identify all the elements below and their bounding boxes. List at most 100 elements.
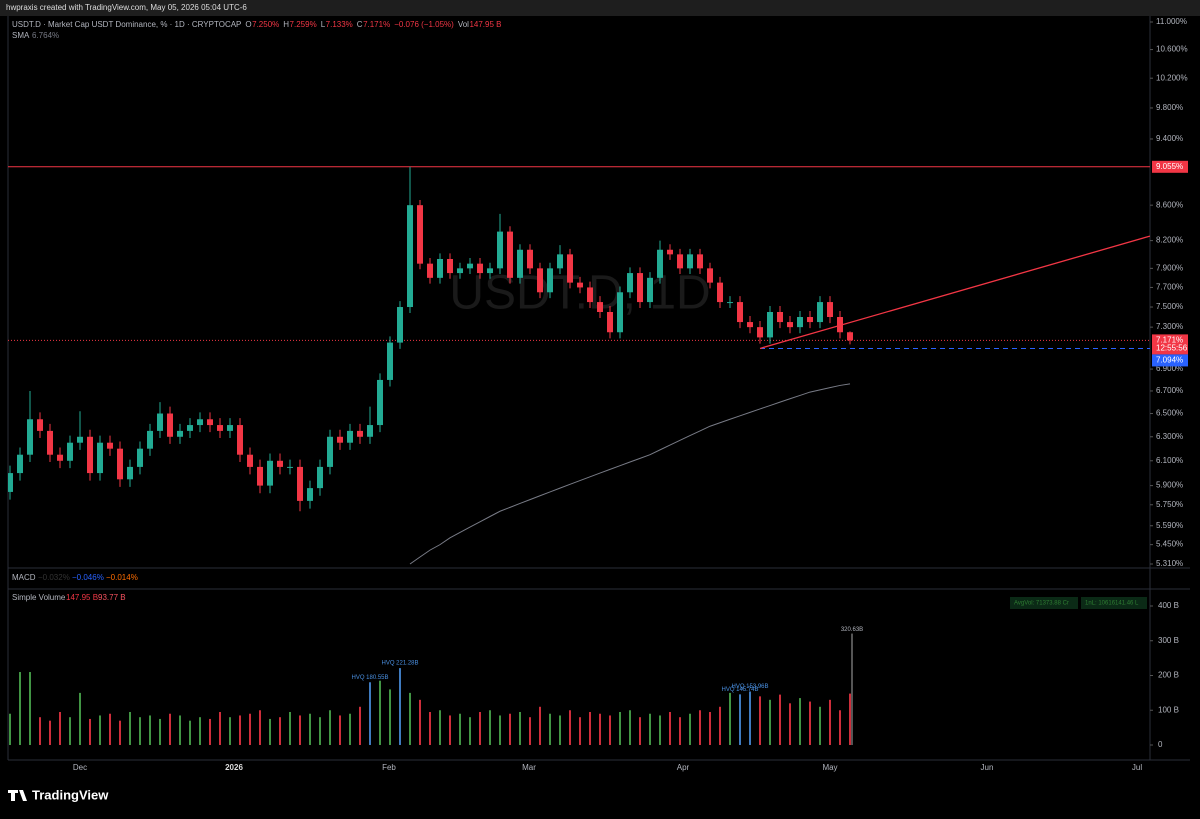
- candle-body: [47, 430, 53, 455]
- volume-bar: [329, 710, 331, 745]
- candle-body: [107, 442, 113, 449]
- volume-bar: [29, 672, 31, 745]
- volume-bar: [639, 717, 641, 745]
- volume-bar: [359, 706, 361, 745]
- volume-bar: [649, 713, 651, 745]
- volume-bar: [89, 718, 91, 745]
- volume-bar: [519, 711, 521, 745]
- volume-bar: [629, 710, 631, 745]
- volume-bar: [819, 706, 821, 745]
- y-tick-label: 5.750%: [1156, 500, 1183, 509]
- footer: [0, 780, 1200, 814]
- volume-ma: 93.77 B: [98, 593, 126, 602]
- volume-bar: [79, 692, 81, 745]
- volume-bar: [279, 717, 281, 745]
- volume-bar: [399, 668, 401, 745]
- volume-bar: [829, 699, 831, 745]
- candle-body: [97, 442, 103, 474]
- volume-bar: [369, 682, 371, 745]
- legend-text: 7.133%: [326, 20, 353, 29]
- candle-body: [197, 419, 203, 426]
- volume-bar: [139, 717, 141, 745]
- candle-body: [407, 205, 413, 308]
- sma-value: 6.764%: [32, 31, 59, 40]
- resistance-tag: 9.055%: [1156, 162, 1183, 171]
- volume-bar: [539, 706, 541, 745]
- legend-text: 147.95 B: [469, 20, 501, 29]
- time-label: 2026: [225, 763, 243, 772]
- volume-bar: [499, 715, 501, 745]
- volume-label: HVQ 153.96B: [731, 684, 768, 690]
- top-bar: [0, 0, 1200, 16]
- y-tick-label: 6.900%: [1156, 364, 1183, 373]
- time-label: Feb: [382, 763, 396, 772]
- volume-bar: [9, 713, 11, 745]
- volume-bar: [799, 698, 801, 745]
- volume-bar: [669, 711, 671, 745]
- legend-text: Vol: [458, 20, 469, 29]
- candle-body: [177, 430, 183, 437]
- volume-bar: [659, 715, 661, 745]
- candle-body: [137, 448, 143, 467]
- logo: [8, 790, 27, 801]
- volume-bar: [389, 689, 391, 745]
- volume-bar: [779, 694, 781, 745]
- y-tick-label: 10.200%: [1156, 73, 1188, 82]
- candle-body: [777, 311, 783, 323]
- support-tag-bg: [1152, 354, 1188, 367]
- candle-body: [8, 473, 13, 492]
- volume-bar: [449, 715, 451, 745]
- y-tick-label: 5.900%: [1156, 481, 1183, 490]
- volume-bar: [259, 710, 261, 745]
- volume-bar: [99, 715, 101, 745]
- volume-bar: [299, 715, 301, 745]
- macd-name: MACD: [12, 573, 36, 582]
- y-tick-label: 7.500%: [1156, 302, 1183, 311]
- volume-bar: [479, 711, 481, 745]
- candle-body: [827, 302, 833, 318]
- volume-bar: [159, 718, 161, 745]
- legend-text: 7.250%: [252, 20, 279, 29]
- candle-body: [317, 466, 323, 489]
- volume-peak-bar: [851, 633, 853, 745]
- legend-text: USDT.D · Market Cap USDT Dominance, % · …: [12, 20, 241, 29]
- volume-bar: [459, 713, 461, 745]
- volume-bar: [739, 694, 741, 745]
- candle-body: [247, 454, 253, 467]
- volume-bar: [269, 718, 271, 745]
- candle-body: [167, 413, 173, 437]
- y-tick-label: 6.300%: [1156, 432, 1183, 441]
- volume-bar: [529, 717, 531, 745]
- candle-body: [747, 322, 753, 328]
- candle-body: [797, 317, 803, 328]
- volume-bar: [59, 711, 61, 745]
- y-tick-label: 11.000%: [1156, 17, 1187, 26]
- volume-peak-label: 320.63B: [841, 627, 863, 633]
- volume-bar: [169, 713, 171, 745]
- volume-bar: [749, 691, 751, 745]
- volume-bar: [469, 717, 471, 745]
- candle-body: [117, 448, 123, 480]
- time-label: May: [822, 763, 837, 772]
- candle-body: [237, 425, 243, 455]
- volume-bar: [559, 715, 561, 745]
- brand: TradingView: [32, 787, 109, 802]
- volume-bar: [109, 713, 111, 745]
- legend-text: C: [357, 20, 363, 29]
- volume-bar: [509, 713, 511, 745]
- candle-body: [457, 268, 463, 274]
- time-label: Jun: [981, 763, 994, 772]
- y-tick-label: 7.300%: [1156, 322, 1183, 331]
- candle-body: [787, 322, 793, 328]
- volume-bar: [569, 710, 571, 745]
- volume-bar: [69, 717, 71, 745]
- last-tag-bg: [1152, 334, 1188, 355]
- candle-body: [497, 231, 503, 269]
- vol-tick-label: 100 B: [1158, 705, 1179, 714]
- candle-body: [157, 413, 163, 431]
- info-box: [1010, 597, 1078, 609]
- candle-body: [527, 249, 533, 269]
- candle-body: [417, 205, 423, 264]
- candle-body: [627, 273, 633, 293]
- candle-body: [607, 311, 613, 333]
